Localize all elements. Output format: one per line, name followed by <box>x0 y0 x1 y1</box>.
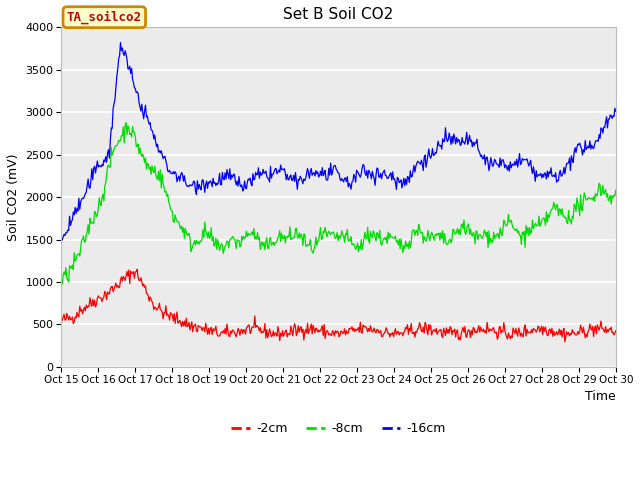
-2cm <box>561 339 569 345</box>
-16cm <box>58 236 65 242</box>
-16cm <box>612 108 620 114</box>
-8cm <box>157 185 165 191</box>
Line: -16cm: -16cm <box>61 43 616 240</box>
-2cm <box>476 329 484 335</box>
-8cm <box>58 276 65 282</box>
-2cm <box>133 266 141 272</box>
-2cm <box>58 316 65 322</box>
-16cm <box>116 40 124 46</box>
-16cm <box>58 237 66 243</box>
-2cm <box>429 329 436 335</box>
Y-axis label: Soil CO2 (mV): Soil CO2 (mV) <box>7 154 20 241</box>
-16cm <box>157 148 165 154</box>
-2cm <box>201 329 209 335</box>
-8cm <box>122 120 130 126</box>
-8cm <box>386 231 394 237</box>
-8cm <box>58 282 66 288</box>
Legend: -2cm, -8cm, -16cm: -2cm, -8cm, -16cm <box>226 418 451 440</box>
Title: Set B Soil CO2: Set B Soil CO2 <box>284 7 394 22</box>
-16cm <box>202 182 209 188</box>
-2cm <box>385 330 393 336</box>
-8cm <box>429 235 437 240</box>
-2cm <box>157 307 164 312</box>
Line: -2cm: -2cm <box>61 269 616 342</box>
-16cm <box>310 170 318 176</box>
Line: -8cm: -8cm <box>61 123 616 285</box>
-8cm <box>310 247 318 252</box>
-8cm <box>202 228 209 234</box>
X-axis label: Time: Time <box>585 390 616 403</box>
Text: TA_soilco2: TA_soilco2 <box>67 11 142 24</box>
-16cm <box>386 172 394 178</box>
-2cm <box>612 328 620 334</box>
-8cm <box>477 232 484 238</box>
-2cm <box>309 322 317 328</box>
-16cm <box>477 154 484 159</box>
-16cm <box>429 153 437 158</box>
-8cm <box>612 188 620 193</box>
